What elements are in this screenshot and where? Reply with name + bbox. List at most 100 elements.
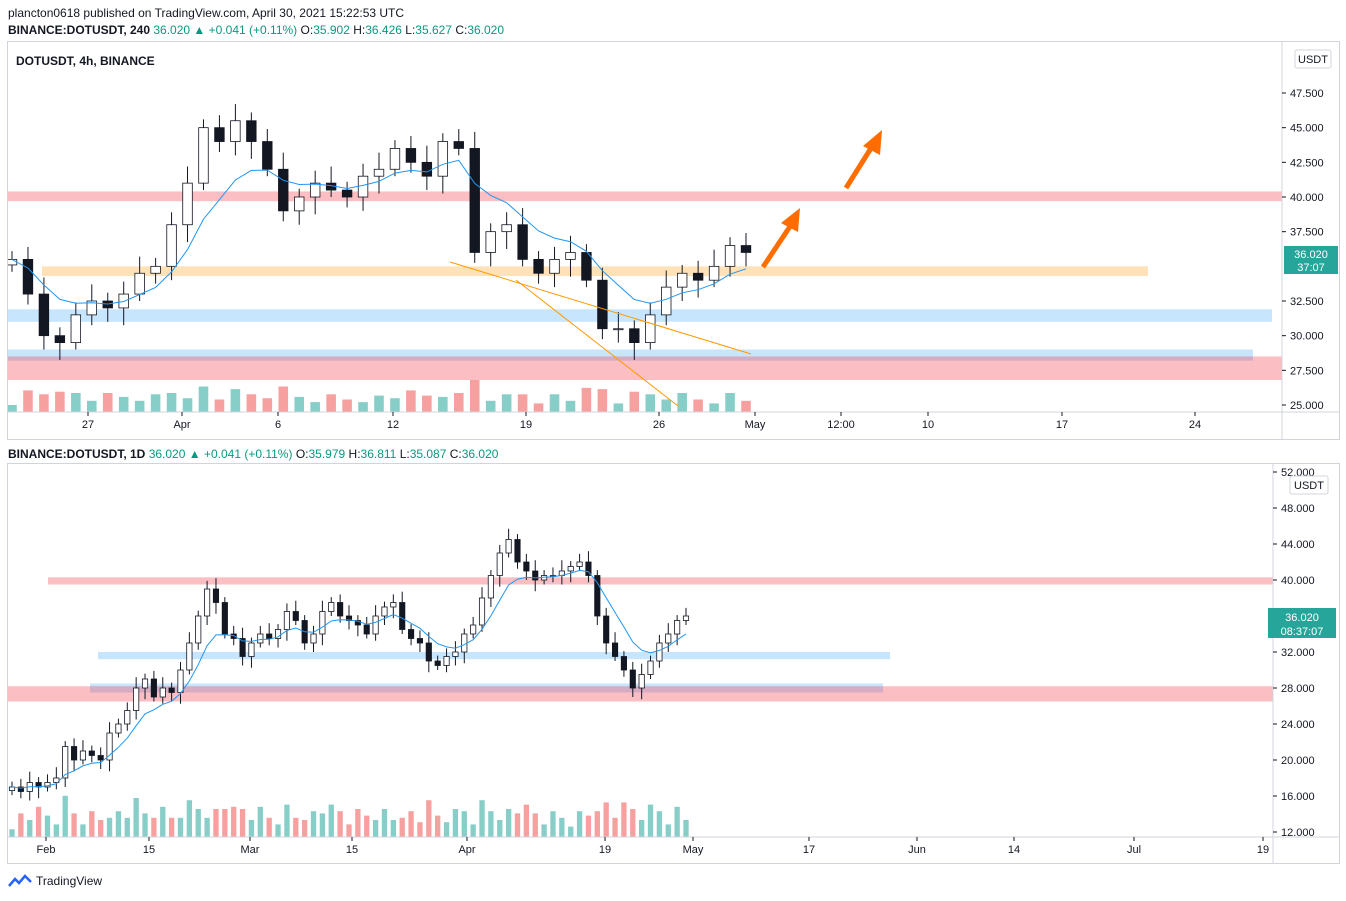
tradingview-logo[interactable]: TradingView: [8, 874, 102, 888]
candle-body: [629, 669, 636, 689]
candle-body: [514, 539, 521, 563]
volume-bar: [461, 811, 467, 837]
x-tick-label: May: [745, 419, 766, 431]
bottom-currency-label: USDT: [1294, 480, 1324, 492]
x-tick-label: Feb: [37, 844, 56, 856]
volume-bar: [27, 820, 33, 837]
volume-bar: [177, 817, 184, 837]
bottom-countdown: 08:37:07: [1281, 626, 1324, 638]
volume-bar: [53, 824, 60, 837]
top-chart-panel[interactable]: DOTUSDT, 4h, BINANCE 47.500 45.000 42.500 4…: [6, 41, 1340, 440]
zone-blue-3: [8, 349, 1253, 361]
bottom-price-tag: [1268, 608, 1336, 638]
candle-body: [425, 642, 432, 662]
volume-bar: [390, 398, 400, 412]
trendline-upper: [449, 261, 752, 355]
volume-bar: [497, 820, 503, 837]
top-currency-badge[interactable]: [1294, 49, 1332, 69]
volume-bar: [612, 817, 618, 837]
volume-bar: [665, 824, 671, 837]
candle-body: [150, 265, 161, 274]
candle-body: [341, 189, 353, 198]
y-tick-label: 30.000: [1290, 331, 1324, 343]
candle-body: [594, 575, 601, 617]
candle-body: [470, 624, 477, 635]
volume-bar: [435, 815, 441, 837]
top-countdown: 37:07: [1297, 262, 1325, 274]
candle-body: [230, 120, 241, 142]
candle-body: [629, 328, 640, 344]
candle-body: [354, 620, 361, 626]
candle-body: [53, 777, 60, 783]
candle-body: [549, 258, 560, 274]
bottom-chart-svg[interactable]: 52.00048.00044.00040.00032.00028.00024.0…: [8, 464, 1339, 863]
top-legend: DOTUSDT, 4h, BINANCE: [16, 54, 155, 68]
volume-bar: [541, 824, 547, 837]
volume-bar: [71, 813, 77, 837]
x-tick-label: 17: [1056, 419, 1068, 431]
top-high: 36.426: [365, 23, 402, 37]
candle-body: [708, 265, 720, 281]
candle-body: [443, 656, 450, 666]
candle-body: [283, 611, 290, 630]
volume-bar: [328, 804, 334, 837]
volume-bar: [443, 822, 450, 837]
volume-bar: [262, 398, 273, 412]
candle-body: [390, 602, 397, 608]
volume-bar: [18, 813, 24, 837]
volume-bar: [647, 804, 654, 837]
candle-body: [692, 272, 704, 281]
y-tick-label: 40.000: [1290, 192, 1324, 204]
volume-bar: [71, 393, 81, 412]
y-tick-label: 40.000: [1281, 575, 1315, 587]
zone-red-4: [8, 356, 1282, 381]
up-triangle-icon: ▲: [188, 447, 201, 461]
volume-bar: [372, 820, 379, 837]
candle-body: [97, 755, 104, 761]
candle-body: [408, 629, 415, 639]
candle-body: [106, 732, 113, 761]
volume-bar: [9, 829, 15, 837]
candle-body: [292, 611, 299, 621]
candle-body: [159, 687, 166, 698]
volume-bar: [399, 817, 405, 837]
candle-body: [212, 588, 220, 603]
candle-body: [496, 552, 503, 576]
candle-body: [740, 245, 752, 253]
volume-bar: [80, 824, 86, 837]
top-chart-svg[interactable]: DOTUSDT, 4h, BINANCE 47.500 45.000 42.500 4…: [6, 42, 1339, 439]
volume-bar: [293, 817, 299, 837]
candle-body: [257, 633, 264, 644]
candle-body: [22, 258, 34, 295]
volume-bar: [479, 800, 485, 837]
y-tick-label: 47.500: [1290, 88, 1324, 100]
candle-body: [416, 638, 424, 644]
volume-bar: [124, 817, 130, 837]
bottom-currency-badge[interactable]: [1289, 475, 1329, 495]
bottom-chart-panel[interactable]: 52.000 48.000 44.000 40.000 32.000 28.000 24.0…: [7, 463, 1340, 864]
candle-body: [62, 746, 69, 779]
tradingview-brand: TradingView: [36, 874, 103, 888]
volume-bar: [559, 817, 565, 837]
volume-bar: [248, 820, 255, 837]
volume-bar: [549, 394, 560, 412]
candle-body: [204, 588, 211, 617]
volume-bar: [182, 398, 193, 412]
candle-body: [198, 127, 209, 184]
top-price: 36.020: [153, 23, 191, 37]
x-tick-label: Jun: [908, 844, 926, 856]
x-tick-label: 27: [82, 419, 94, 431]
volume-bar: [39, 394, 49, 412]
volume-bar: [346, 824, 352, 837]
volume-bar: [358, 402, 368, 412]
candle-body: [674, 620, 681, 635]
y-tick-label: 24.000: [1281, 719, 1315, 731]
candle-body: [141, 678, 149, 689]
candle-body: [453, 141, 464, 149]
volume-bar: [677, 393, 687, 412]
bottom-open: 35.979: [308, 447, 346, 461]
candle-body: [134, 272, 145, 295]
candle-body: [79, 750, 87, 761]
candle-body: [239, 638, 246, 657]
up-triangle-icon: ▲: [193, 23, 206, 37]
